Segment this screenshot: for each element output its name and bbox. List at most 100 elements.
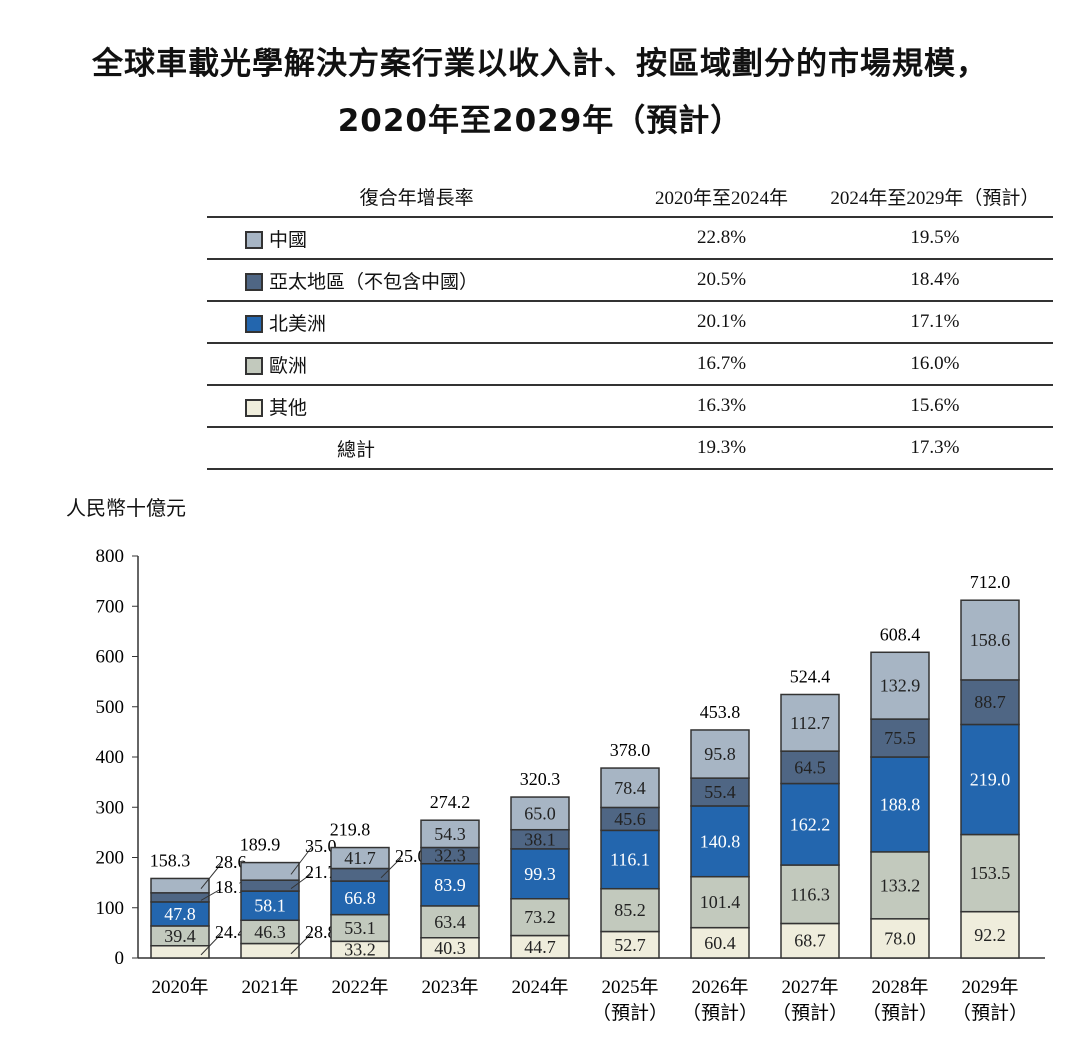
data-label: 38.1 <box>524 829 556 849</box>
y-axis-unit-label: 人民幣十億元 <box>66 498 186 520</box>
x-tick-label: 2022年 <box>331 976 388 998</box>
data-label: 53.1 <box>344 918 376 938</box>
legend-swatch <box>245 272 263 291</box>
data-label: 85.2 <box>614 900 646 920</box>
bar-segment <box>510 796 570 831</box>
bar-segment <box>690 926 750 959</box>
table-row: 亞太地區（不包含中國） 20.5% 18.4% <box>207 259 1053 302</box>
bar-segment <box>510 898 570 937</box>
cagr-value: 22.8% <box>626 217 817 260</box>
row-label-cell: 其他 <box>207 385 627 428</box>
bar-segment <box>330 913 390 943</box>
legend-swatch <box>245 356 263 375</box>
total-label: 158.3 <box>150 850 191 870</box>
bar-segment <box>150 944 210 959</box>
bar-segment <box>240 879 300 892</box>
x-tick-label: 2023年 <box>421 976 478 998</box>
legend-swatch <box>245 398 263 417</box>
callout-line <box>380 857 402 879</box>
data-label: 35.0 <box>305 836 337 856</box>
data-label: 158.6 <box>970 630 1011 650</box>
x-tick-label: （預計） <box>862 1002 938 1024</box>
data-label: 116.1 <box>610 850 650 870</box>
bar-segment <box>330 846 390 870</box>
bar-segment <box>780 750 840 785</box>
data-label: 140.8 <box>700 831 741 851</box>
cagr-value: 16.0% <box>816 343 1053 386</box>
bar-segment <box>690 729 750 779</box>
bar-segment <box>780 693 840 752</box>
data-label: 78.0 <box>884 928 916 948</box>
table-row: 總計 19.3% 17.3% <box>207 427 1053 470</box>
total-label: 378.0 <box>610 740 651 760</box>
bar-segment <box>150 892 210 903</box>
total-label: 320.3 <box>520 769 561 789</box>
data-label: 83.9 <box>434 875 466 895</box>
bar-segment <box>330 867 390 882</box>
bar-segment <box>150 901 210 927</box>
total-label: 608.4 <box>880 624 921 644</box>
cagr-table: 復合年增長率 2020年至2024年 2024年至2029年（預計） 中國 22.8%… <box>207 176 1053 470</box>
data-label: 101.4 <box>700 892 741 912</box>
data-label: 63.4 <box>434 912 466 932</box>
y-tick-label: 100 <box>96 898 125 919</box>
cagr-value: 17.3% <box>816 427 1053 470</box>
bar-segment <box>870 651 930 720</box>
bar-segment <box>240 861 300 881</box>
bar-segment <box>600 767 660 809</box>
row-label-cell: 總計 <box>207 427 627 470</box>
data-label: 25.0 <box>395 846 427 866</box>
y-tick-label: 600 <box>96 647 125 668</box>
x-tick-label: 2025年 <box>601 976 658 998</box>
callout-line <box>200 933 222 956</box>
data-label: 28.6 <box>215 852 247 872</box>
data-label: 64.5 <box>794 757 826 777</box>
data-label: 75.5 <box>884 728 916 748</box>
table-header: 2020年至2024年 <box>626 176 817 218</box>
data-label: 88.7 <box>974 692 1006 712</box>
bar-segment <box>600 887 660 933</box>
cagr-value: 17.1% <box>816 301 1053 344</box>
data-label: 65.0 <box>524 803 556 823</box>
legend-swatch <box>245 230 263 249</box>
callout-line <box>200 888 222 901</box>
bar-segment <box>150 877 210 894</box>
x-tick-label: （預計） <box>682 1002 758 1024</box>
data-label: 116.3 <box>790 884 830 904</box>
data-label: 32.3 <box>434 846 466 866</box>
bar-segment <box>420 862 480 907</box>
data-label: 18.1 <box>215 877 247 897</box>
y-tick-label: 0 <box>115 948 125 969</box>
data-label: 66.8 <box>344 888 376 908</box>
data-label: 78.4 <box>614 778 646 798</box>
table-row: 北美洲 20.1% 17.1% <box>207 301 1053 344</box>
row-label: 中國 <box>269 229 308 251</box>
callout-line <box>290 933 312 955</box>
bar-segment <box>870 918 930 959</box>
row-label: 北美洲 <box>269 313 327 335</box>
y-tick-label: 700 <box>96 596 125 617</box>
cagr-value: 18.4% <box>816 259 1053 302</box>
total-label: 453.8 <box>700 702 741 722</box>
chart-title-line2: 2020年至2029年（預計） <box>337 103 743 139</box>
x-tick-label: 2021年 <box>241 976 298 998</box>
x-tick-label: 2027年 <box>781 976 838 998</box>
table-header-row: 復合年增長率 2020年至2024年 2024年至2029年（預計） <box>207 176 1053 218</box>
data-label: 44.7 <box>524 937 556 957</box>
cagr-value: 16.7% <box>626 343 817 386</box>
data-label: 41.7 <box>344 848 376 868</box>
cagr-value: 19.3% <box>626 427 817 470</box>
table-row: 歐洲 16.7% 16.0% <box>207 343 1053 386</box>
data-label: 133.2 <box>880 875 921 895</box>
data-label: 55.4 <box>704 782 736 802</box>
cagr-value: 19.5% <box>816 217 1053 260</box>
bar-segment <box>960 910 1020 959</box>
total-label: 524.4 <box>790 666 831 686</box>
bar-segment <box>420 905 480 939</box>
data-label: 21.7 <box>305 862 337 882</box>
data-label: 47.8 <box>164 904 196 924</box>
total-label: 274.2 <box>430 792 471 812</box>
row-label: 總計 <box>337 439 376 461</box>
row-label: 亞太地區（不包含中國） <box>269 271 479 293</box>
